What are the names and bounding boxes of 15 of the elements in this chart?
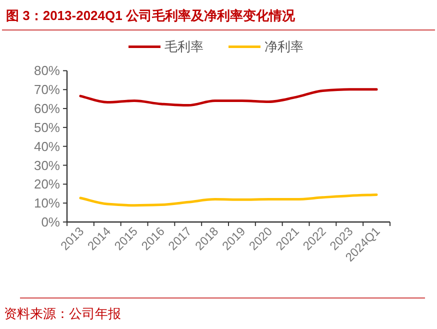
y-tick-label: 30% (34, 158, 60, 173)
y-tick-label: 20% (34, 176, 60, 192)
y-tick-label: 50% (34, 120, 60, 135)
y-tick-label: 80% (34, 63, 60, 78)
text: 资料来源：公司年报 (4, 306, 121, 321)
y-tick-label: 60% (34, 101, 60, 116)
line-series (79, 88, 378, 107)
legend-label: 净利率 (264, 39, 304, 54)
line-series (79, 194, 378, 207)
y-tick-label: 0% (41, 214, 60, 230)
chart-title: 图 3：2013-2024Q1 公司毛利率及净利率变化情况 (6, 8, 296, 23)
y-tick-label: 10% (34, 196, 60, 211)
y-tick-label: 40% (34, 138, 60, 154)
legend-label: 毛利率 (164, 39, 204, 54)
y-tick-label: 70% (34, 82, 60, 98)
